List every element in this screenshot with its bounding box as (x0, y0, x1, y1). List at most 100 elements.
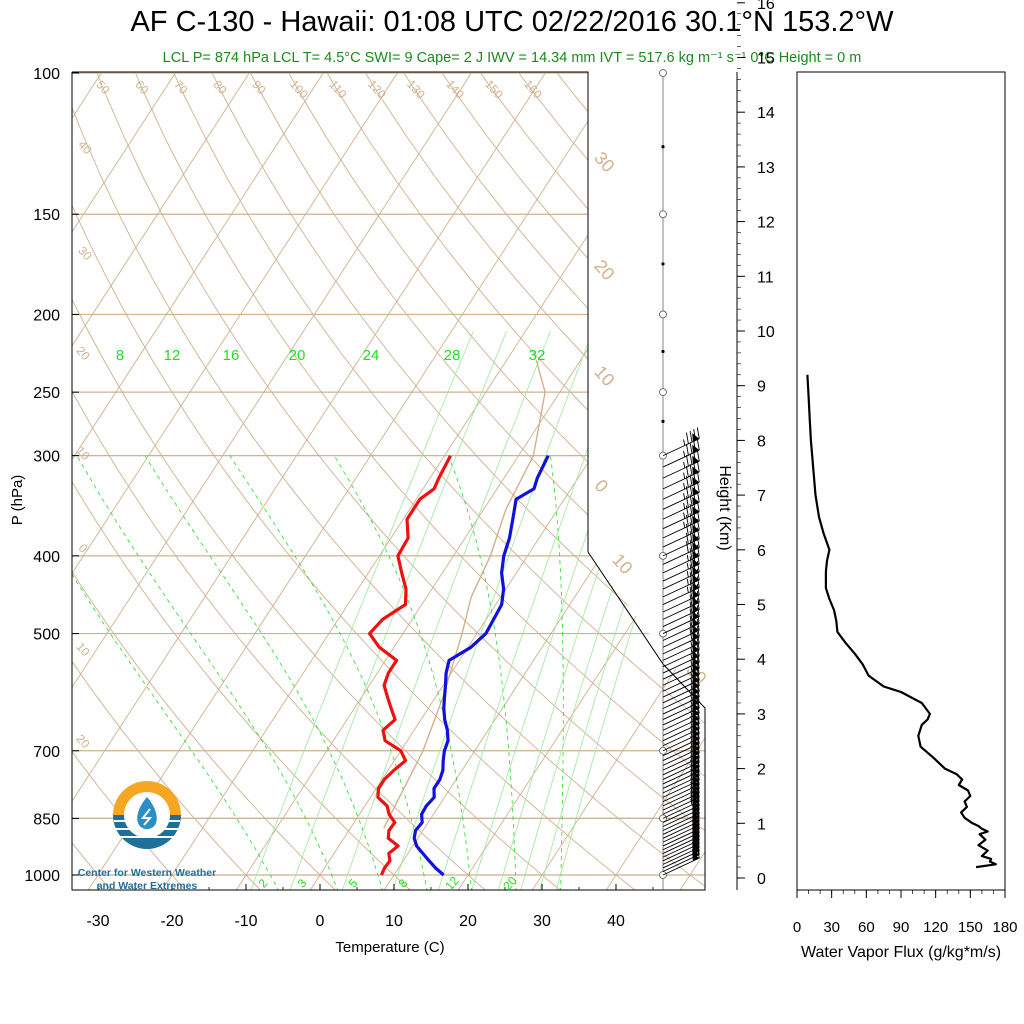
wind-barb-feather (686, 465, 689, 478)
isotherm-label: 30 (590, 148, 618, 176)
dry-adiabat (380, 72, 705, 890)
wind-barb-feather (696, 680, 700, 692)
isotherm-label: 90 (249, 78, 269, 98)
wind-barb-feather (696, 490, 700, 503)
wind-barb-feather (696, 560, 700, 573)
height-tick-label: 8 (757, 433, 766, 450)
isotherm-label: 80 (210, 78, 230, 98)
wind-barb-feather (696, 821, 700, 833)
wind-barb-half-feather (690, 671, 693, 678)
wind-barb-half-feather (683, 512, 686, 519)
wind-barb-feather (696, 832, 700, 844)
wind-barb-feather (689, 579, 693, 592)
skewt-frame (71, 71, 706, 891)
wind-barb-feather (696, 527, 700, 540)
height-tick-label: 12 (757, 215, 775, 232)
isotherm-label: 40 (75, 138, 95, 158)
wind-barb-feather (686, 496, 689, 508)
wind-barb-feather (689, 453, 693, 465)
isotherm-label: 130 (404, 77, 428, 101)
isotherm (530, 72, 705, 890)
wind-barb-feather (696, 828, 700, 841)
mixing-ratio-label: 20 (289, 347, 306, 364)
isotherm-label: 110 (326, 78, 349, 102)
height-tick-label: 7 (757, 488, 766, 505)
p-tick-label: 250 (33, 385, 60, 402)
wind-barb-feather (696, 790, 700, 802)
flux-x-axis-title: Water Vapor Flux (g/kg*m/s) (801, 944, 1001, 961)
wind-barb-half-feather (683, 521, 686, 528)
dry-adiabat (417, 72, 705, 890)
wind-barb-feather (686, 532, 689, 545)
wind-barb-half-feather (683, 461, 686, 469)
barb-calm-circle (659, 210, 667, 219)
isotherm-label: 120 (365, 77, 389, 101)
mixing-ratio-line (289, 331, 507, 890)
wind-barb-feather (696, 691, 700, 703)
wind-barb-feather (689, 522, 693, 534)
isotherm (72, 72, 348, 890)
wind-barb-half-feather (690, 677, 693, 684)
wind-barb-feather (689, 572, 693, 584)
wind-barb-half-feather (690, 794, 693, 801)
wind-barb-feather (696, 638, 700, 650)
flux-x-tick-label: 30 (823, 919, 840, 936)
p-tick-label: 200 (33, 307, 60, 324)
wind-barb-feather (686, 541, 689, 553)
wind-barb-half-feather (690, 720, 693, 728)
p-tick-label: 150 (33, 207, 60, 224)
moist-adiabat (448, 455, 517, 890)
dry-adiabat (72, 72, 563, 890)
height-tick-label: 4 (757, 652, 766, 669)
p-tick-label: 400 (33, 549, 60, 566)
mixing-ratio-label: 12 (164, 347, 181, 364)
wind-barbs (659, 69, 700, 890)
wind-barb-feather (696, 751, 700, 763)
x-tick-label: 40 (607, 913, 625, 930)
wind-barb (662, 846, 700, 876)
wind-barb-feather (689, 503, 693, 516)
wind-barb-half-feather (690, 750, 693, 757)
wind-barb-feather (696, 764, 700, 777)
wind-barb-feather (689, 430, 693, 443)
mixing-ratio-line (437, 331, 631, 890)
wind-barb-feather (689, 474, 693, 486)
isotherm (72, 72, 200, 890)
wind-barb-feather (686, 523, 689, 536)
wind-barb-staff (662, 438, 700, 457)
wind-barb-feather (689, 629, 693, 641)
dry-adiabat (119, 72, 705, 890)
p-tick-label: 850 (33, 811, 60, 828)
dry-adiabat (72, 72, 638, 890)
wind-barb-feather (696, 839, 700, 852)
wind-barb-feather (696, 773, 700, 785)
dry-adiabat (72, 72, 188, 890)
wind-barb-feather (696, 806, 700, 818)
isotherm-label: 70 (171, 78, 191, 98)
flux-x-tick-label: 60 (858, 919, 875, 936)
wind-barb-feather (696, 663, 700, 675)
wind-barb-half-feather (690, 647, 693, 654)
wind-barb-feather (686, 505, 689, 517)
dry-adiabat (72, 72, 338, 890)
wind-barb-feather (696, 605, 700, 617)
flux-x-tick-label: 180 (992, 919, 1017, 936)
x-tick-label: 0 (316, 913, 325, 930)
mixing-ratio-label: 16 (223, 347, 240, 364)
barb-calm-circle (659, 69, 667, 77)
x-axis-title: Temperature (C) (335, 939, 444, 956)
wind-barb-feather (686, 454, 689, 467)
isotherm (234, 72, 705, 890)
wind-barb-half-feather (690, 699, 693, 707)
wind-barb-feather (689, 442, 693, 454)
wind-barb-feather (686, 514, 689, 527)
mixing-ratio-line (341, 331, 551, 890)
dry-adiabat (194, 72, 705, 890)
wind-barb-half-feather (690, 683, 693, 690)
wind-barb-feather (696, 427, 700, 439)
wind-barb-feather (696, 509, 700, 522)
wind-barb-flag (692, 455, 700, 465)
wind-barb-feather (696, 598, 700, 610)
p-tick-label: 1000 (24, 868, 60, 885)
